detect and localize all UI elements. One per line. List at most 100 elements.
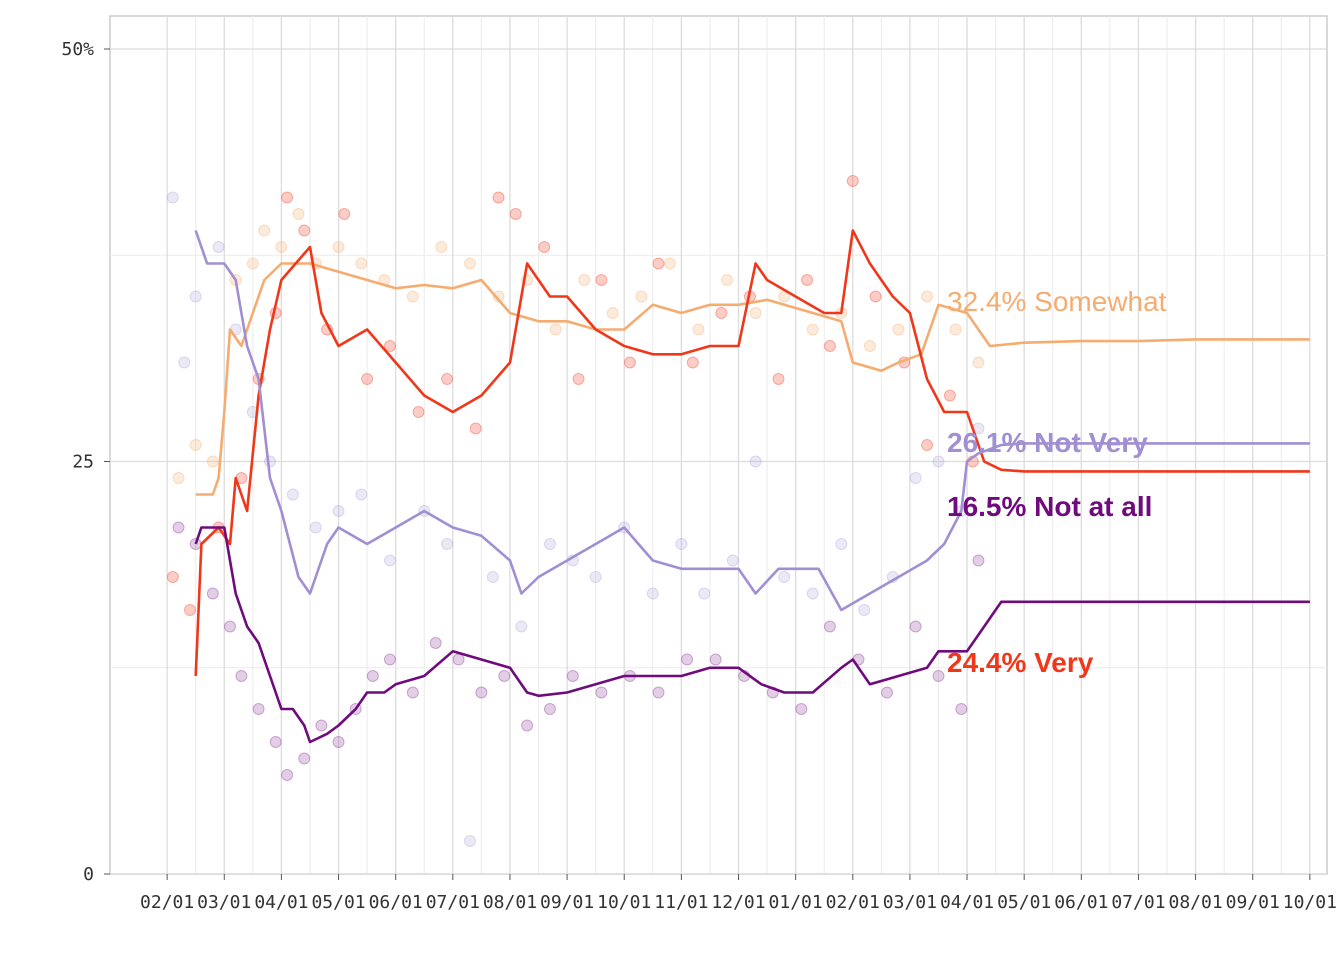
point-very bbox=[281, 191, 294, 204]
point-somewhat bbox=[692, 323, 705, 336]
x-tick-label: 11/01 bbox=[654, 892, 708, 913]
point-very bbox=[166, 571, 179, 583]
point-not-at-all bbox=[566, 670, 579, 682]
point-somewhat bbox=[463, 257, 476, 270]
point-not-very bbox=[698, 587, 711, 600]
point-not-very bbox=[835, 538, 848, 550]
x-tick-label: 05/01 bbox=[997, 892, 1051, 913]
label-not-very: 26.1% Not Very bbox=[947, 427, 1148, 458]
point-not-at-all bbox=[223, 620, 236, 633]
point-somewhat bbox=[332, 241, 345, 253]
point-somewhat bbox=[355, 257, 368, 270]
series-end-labels: 32.4% Somewhat 24.4% Very 26.1% Not Very 16… bbox=[947, 286, 1167, 678]
point-somewhat bbox=[721, 274, 734, 286]
x-tick-label: 03/01 bbox=[197, 892, 251, 913]
x-tick-label: 04/01 bbox=[940, 892, 994, 913]
point-not-very bbox=[286, 488, 299, 501]
y-tick-label: 50% bbox=[61, 39, 94, 60]
x-tick-label: 10/01 bbox=[1283, 892, 1337, 913]
point-not-at-all bbox=[881, 686, 894, 699]
point-very bbox=[715, 307, 728, 319]
point-not-very bbox=[441, 538, 454, 550]
point-very bbox=[509, 208, 522, 220]
point-not-at-all bbox=[298, 752, 311, 765]
point-not-very bbox=[383, 554, 396, 567]
point-somewhat bbox=[189, 439, 202, 451]
point-not-at-all bbox=[281, 769, 294, 781]
x-tick-label: 06/01 bbox=[1054, 892, 1108, 913]
x-tick-label: 03/01 bbox=[883, 892, 937, 913]
point-not-at-all bbox=[406, 686, 419, 699]
point-not-at-all bbox=[366, 670, 379, 682]
x-tick-label: 02/01 bbox=[826, 892, 880, 913]
point-somewhat bbox=[172, 472, 185, 484]
x-tick-label: 08/01 bbox=[483, 892, 537, 913]
point-not-at-all bbox=[909, 620, 922, 633]
x-tick-label: 04/01 bbox=[254, 892, 308, 913]
point-somewhat bbox=[663, 257, 676, 270]
point-very bbox=[338, 208, 351, 220]
point-not-at-all bbox=[955, 703, 968, 715]
point-somewhat bbox=[863, 340, 876, 352]
plot-panel bbox=[109, 15, 1328, 875]
point-very bbox=[538, 241, 551, 253]
point-somewhat bbox=[892, 323, 905, 336]
point-not-very bbox=[778, 571, 791, 583]
x-tick-label: 02/01 bbox=[140, 892, 194, 913]
data-points bbox=[166, 175, 985, 847]
point-not-at-all bbox=[521, 719, 534, 732]
y-tick-label: 0 bbox=[83, 864, 94, 885]
trend-line-not-very bbox=[194, 230, 1310, 612]
point-very bbox=[823, 340, 836, 352]
point-somewhat bbox=[972, 356, 985, 369]
point-not-very bbox=[858, 604, 871, 616]
point-not-very bbox=[909, 472, 922, 484]
point-not-very bbox=[309, 521, 322, 534]
point-not-at-all bbox=[315, 719, 328, 732]
point-very bbox=[412, 406, 425, 418]
point-not-at-all bbox=[972, 554, 985, 567]
point-very bbox=[469, 422, 482, 435]
point-very bbox=[686, 356, 699, 369]
point-not-very bbox=[166, 191, 179, 204]
label-not-at-all: 16.5% Not at all bbox=[947, 491, 1152, 522]
x-tick-label: 01/01 bbox=[769, 892, 823, 913]
point-not-at-all bbox=[475, 686, 488, 699]
point-very bbox=[361, 373, 374, 385]
point-not-at-all bbox=[206, 587, 219, 600]
x-tick-label: 09/01 bbox=[1226, 892, 1280, 913]
point-very bbox=[623, 356, 636, 369]
point-not-very bbox=[178, 356, 191, 369]
point-somewhat bbox=[949, 323, 962, 336]
point-very bbox=[595, 274, 608, 286]
point-very bbox=[943, 389, 956, 402]
trend-line-very bbox=[194, 229, 1310, 677]
point-very bbox=[652, 257, 665, 270]
trend-line-not-at-all bbox=[194, 526, 1310, 744]
point-very bbox=[298, 224, 311, 237]
point-somewhat bbox=[206, 455, 219, 468]
point-not-very bbox=[212, 241, 225, 253]
point-somewhat bbox=[806, 323, 819, 336]
point-not-very bbox=[355, 488, 368, 501]
point-somewhat bbox=[406, 290, 419, 303]
point-somewhat bbox=[275, 241, 288, 253]
x-tick-label: 07/01 bbox=[1111, 892, 1165, 913]
point-not-at-all bbox=[332, 736, 345, 748]
point-not-very bbox=[515, 620, 528, 633]
point-not-at-all bbox=[652, 686, 665, 699]
point-somewhat bbox=[921, 290, 934, 303]
point-not-at-all bbox=[383, 653, 396, 666]
label-somewhat: 32.4% Somewhat bbox=[947, 286, 1167, 317]
x-tick-label: 05/01 bbox=[311, 892, 365, 913]
point-not-very bbox=[726, 554, 739, 567]
x-tick-label: 10/01 bbox=[597, 892, 651, 913]
point-not-very bbox=[749, 455, 762, 468]
x-tick-label: 08/01 bbox=[1168, 892, 1222, 913]
point-not-at-all bbox=[269, 736, 282, 748]
point-very bbox=[572, 373, 585, 385]
point-not-very bbox=[463, 835, 476, 847]
point-not-very bbox=[589, 571, 602, 583]
point-somewhat bbox=[549, 323, 562, 336]
point-not-very bbox=[806, 587, 819, 600]
